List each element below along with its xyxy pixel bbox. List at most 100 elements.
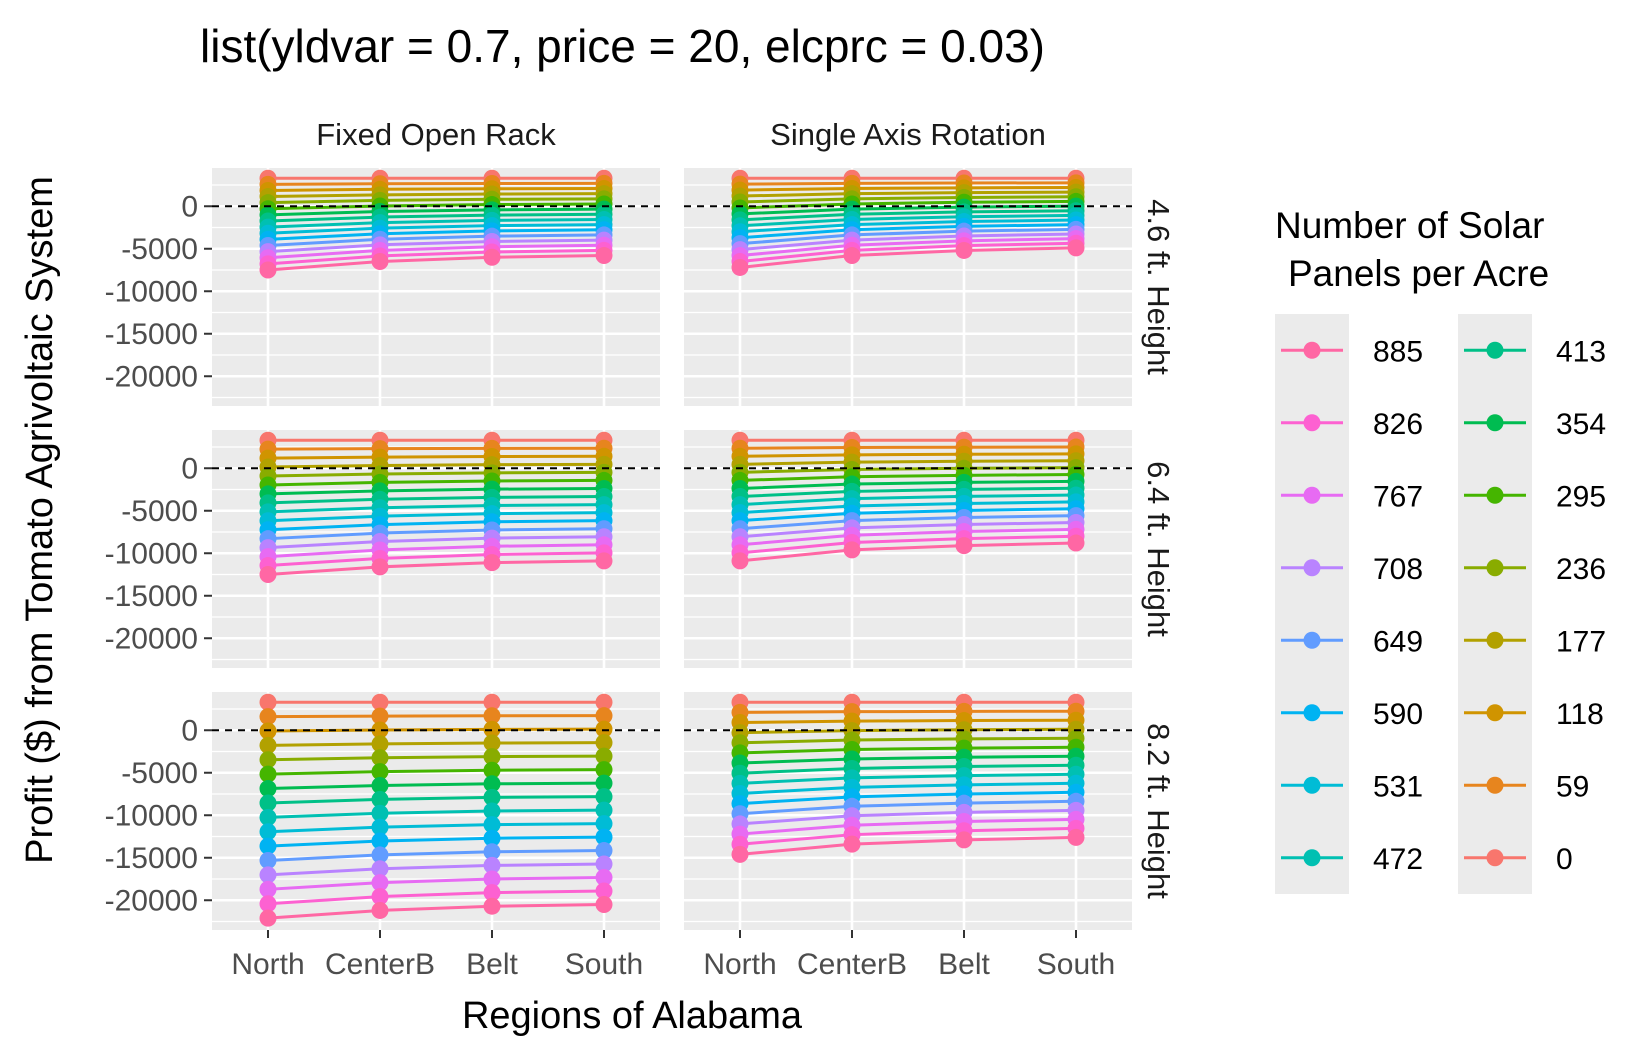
series-line-118 xyxy=(739,185,1077,192)
y-tick-label: -5000 xyxy=(121,495,198,528)
legend-label: 295 xyxy=(1556,480,1606,513)
legend-item-177: 177 xyxy=(1464,625,1606,658)
series-line-767 xyxy=(267,243,605,260)
y-tick-label: 0 xyxy=(181,714,198,747)
series-line-236 xyxy=(739,736,1077,745)
data-point-885-CenterB xyxy=(371,558,389,576)
series-line-885 xyxy=(267,903,605,920)
series-line-59 xyxy=(267,446,605,451)
x-tick-label: Belt xyxy=(938,948,990,981)
data-point-826-North xyxy=(259,895,277,913)
data-point-354-Belt xyxy=(483,775,501,793)
series-0 xyxy=(259,693,613,711)
data-point-531-South xyxy=(595,815,613,833)
data-point-885-Belt xyxy=(483,248,501,266)
series-line-885 xyxy=(739,835,1077,856)
series-line-354 xyxy=(739,204,1077,216)
legend-item-0: 0 xyxy=(1464,843,1573,876)
data-point-649-South xyxy=(595,842,613,860)
series-line-885 xyxy=(739,246,1077,269)
data-point-295-CenterB xyxy=(371,763,389,781)
data-point-236-North xyxy=(259,751,277,769)
panel-1-0 xyxy=(684,168,1132,406)
data-point-59-Belt xyxy=(483,707,501,725)
series-line-118 xyxy=(267,187,605,192)
series-line-885 xyxy=(267,254,605,272)
data-point-118-CenterB xyxy=(371,721,389,739)
series-line-826 xyxy=(739,241,1077,263)
data-point-885-North xyxy=(731,552,749,570)
legend-title-line-2: Panels per Acre xyxy=(1288,253,1549,294)
legend-key-point xyxy=(1486,414,1504,432)
y-tick-label: -15000 xyxy=(105,318,198,351)
legend-key-point xyxy=(1303,849,1321,867)
series-line-826 xyxy=(739,534,1077,555)
series-line-413 xyxy=(739,763,1077,775)
series-line-177 xyxy=(267,192,605,199)
data-point-590-Belt xyxy=(483,829,501,847)
legend-label: 0 xyxy=(1556,843,1573,876)
series-885 xyxy=(731,239,1085,276)
data-point-236-South xyxy=(595,747,613,765)
panel-0-1 xyxy=(212,430,660,668)
data-point-0-South xyxy=(595,693,613,711)
series-line-354 xyxy=(267,207,605,217)
column-strip-label: Single Axis Rotation xyxy=(770,117,1046,152)
series-line-236 xyxy=(267,754,605,762)
data-point-531-CenterB xyxy=(371,818,389,836)
data-point-236-CenterB xyxy=(371,749,389,767)
legend-key-point xyxy=(1303,414,1321,432)
data-point-177-South xyxy=(595,734,613,752)
legend-item-59: 59 xyxy=(1464,770,1589,803)
series-line-649 xyxy=(267,849,605,863)
data-point-885-CenterB xyxy=(371,253,389,270)
x-tick-label: CenterB xyxy=(325,948,435,981)
legend-key-point xyxy=(1303,776,1321,794)
data-point-885-South xyxy=(1067,828,1085,846)
panel-0-0 xyxy=(212,168,660,406)
data-point-649-Belt xyxy=(483,843,501,861)
series-line-472 xyxy=(267,503,605,514)
data-point-649-North xyxy=(259,852,277,870)
legend-item-472: 472 xyxy=(1281,843,1423,876)
data-point-295-South xyxy=(595,761,613,779)
data-point-0-North xyxy=(259,693,277,711)
data-point-649-CenterB xyxy=(371,846,389,864)
data-point-59-CenterB xyxy=(371,707,389,725)
data-point-885-Belt xyxy=(955,537,973,555)
data-point-59-North xyxy=(259,708,277,726)
series-line-767 xyxy=(739,817,1077,836)
legend-item-826: 826 xyxy=(1281,408,1423,441)
legend-label: 236 xyxy=(1556,553,1606,586)
series-line-708 xyxy=(267,535,605,550)
legend-label: 118 xyxy=(1556,698,1604,731)
series-line-590 xyxy=(267,835,605,848)
series-590 xyxy=(259,828,613,855)
series-line-708 xyxy=(267,238,605,254)
data-point-354-CenterB xyxy=(371,777,389,794)
data-point-885-South xyxy=(1067,239,1085,257)
data-point-885-North xyxy=(259,261,277,279)
series-line-590 xyxy=(739,790,1077,806)
data-point-354-North xyxy=(259,780,277,798)
x-tick-label: North xyxy=(231,948,304,981)
data-point-885-North xyxy=(259,909,277,927)
legend-item-236: 236 xyxy=(1464,553,1606,586)
data-point-295-North xyxy=(259,765,277,783)
legend-key-point xyxy=(1486,849,1504,867)
series-line-413 xyxy=(267,495,605,505)
legend-key-point xyxy=(1486,559,1504,577)
y-tick-label: -15000 xyxy=(105,842,198,875)
series-line-59 xyxy=(739,445,1077,450)
panel-1-2 xyxy=(684,692,1132,930)
series-885 xyxy=(259,896,613,927)
row-strip-label: 4.6 ft. Height xyxy=(1141,199,1176,375)
y-tick-label: -5000 xyxy=(121,757,198,790)
legend-label: 59 xyxy=(1556,770,1589,803)
legend-key-point xyxy=(1486,486,1504,504)
series-line-59 xyxy=(739,181,1077,186)
y-tick-label: -20000 xyxy=(105,360,198,393)
data-point-354-South xyxy=(595,774,613,792)
legend-label: 354 xyxy=(1556,408,1606,441)
